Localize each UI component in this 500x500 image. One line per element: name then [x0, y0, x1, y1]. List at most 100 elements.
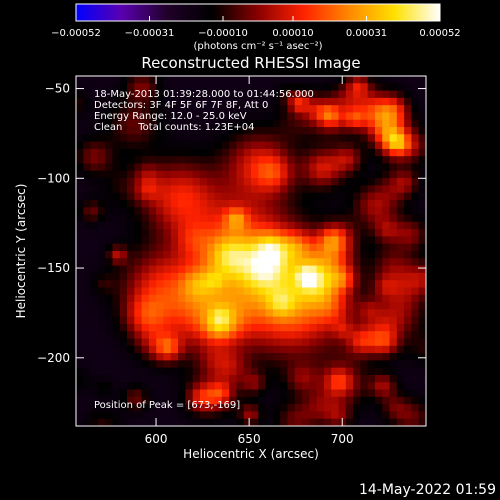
- heatmap-cell: [112, 90, 121, 99]
- heatmap-cell: [294, 243, 303, 252]
- heatmap-cell: [360, 287, 369, 296]
- heatmap-cell: [105, 148, 114, 157]
- heatmap-cell: [236, 353, 245, 361]
- heatmap-cell: [418, 251, 426, 259]
- heatmap-cell: [411, 105, 420, 114]
- heatmap-cell: [374, 90, 383, 99]
- heatmap-cell: [396, 418, 405, 426]
- heatmap-cell: [316, 76, 325, 84]
- heatmap-cell: [287, 192, 296, 201]
- heatmap-cell: [83, 119, 92, 128]
- heatmap-cell: [156, 170, 165, 179]
- heatmap-cell: [178, 396, 186, 405]
- heatmap-cell: [396, 134, 405, 143]
- heatmap-cell: [382, 127, 391, 135]
- heatmap-cell: [178, 243, 186, 252]
- heatmap-cell: [418, 411, 426, 420]
- heatmap-cell: [294, 221, 303, 230]
- heatmap-cell: [178, 302, 186, 310]
- heatmap-cell: [156, 163, 165, 172]
- heatmap-cell: [396, 185, 405, 194]
- heatmap-cell: [382, 90, 391, 99]
- heatmap-cell: [302, 90, 310, 99]
- heatmap-cell: [105, 345, 114, 354]
- heatmap-cell: [119, 345, 128, 354]
- heatmap-cell: [294, 265, 303, 274]
- heatmap-cell: [97, 316, 106, 325]
- heatmap-cell: [207, 156, 216, 165]
- heatmap-cell: [418, 141, 426, 150]
- heatmap-cell: [141, 396, 150, 405]
- heatmap-cell: [272, 396, 281, 405]
- heatmap-cell: [302, 243, 310, 252]
- heatmap-cell: [229, 382, 238, 391]
- heatmap-cell: [207, 418, 216, 426]
- heatmap-cell: [119, 418, 128, 426]
- heatmap-cell: [331, 105, 340, 114]
- heatmap-cell: [316, 229, 325, 238]
- heatmap-cell: [221, 119, 230, 128]
- heatmap-cell: [367, 360, 376, 369]
- heatmap-cell: [105, 404, 114, 413]
- heatmap-cell: [141, 156, 150, 165]
- heatmap-cell: [331, 265, 340, 274]
- heatmap-cell: [251, 338, 259, 347]
- heatmap-cell: [302, 316, 310, 325]
- heatmap-cell: [127, 192, 135, 201]
- heatmap-cell: [119, 83, 128, 92]
- heatmap-cell: [229, 265, 238, 274]
- heatmap-cell: [243, 192, 252, 201]
- heatmap-cell: [309, 294, 318, 303]
- heatmap-cell: [134, 199, 143, 208]
- heatmap-cell: [404, 119, 413, 128]
- heatmap-cell: [396, 404, 405, 413]
- heatmap-cell: [360, 389, 369, 398]
- heatmap-cell: [302, 134, 310, 143]
- heatmap-cell: [323, 192, 332, 201]
- heatmap-cell: [229, 141, 238, 150]
- heatmap-cell: [243, 272, 252, 281]
- heatmap-cell: [192, 178, 201, 186]
- heatmap-cell: [396, 214, 405, 223]
- heatmap-cell: [272, 280, 281, 289]
- heatmap-cell: [338, 338, 347, 347]
- heatmap-cell: [309, 199, 318, 208]
- heatmap-cell: [178, 214, 186, 223]
- heatmap-cell: [287, 287, 296, 296]
- heatmap-cell: [97, 83, 106, 92]
- heatmap-cell: [127, 411, 135, 420]
- heatmap-cell: [404, 251, 413, 259]
- heatmap-cell: [302, 323, 310, 332]
- heatmap-cell: [170, 404, 179, 413]
- heatmap-cell: [243, 148, 252, 157]
- heatmap-cell: [360, 105, 369, 114]
- heatmap-cell: [214, 316, 223, 325]
- heatmap-cell: [360, 316, 369, 325]
- heatmap-cell: [396, 272, 405, 281]
- heatmap-cell: [170, 134, 179, 143]
- heatmap-cell: [112, 207, 121, 216]
- heatmap-cell: [345, 119, 354, 128]
- heatmap-cell: [272, 112, 281, 121]
- heatmap-cell: [76, 97, 84, 106]
- heatmap-cell: [389, 280, 398, 289]
- heatmap-cell: [280, 258, 289, 267]
- heatmap-cell: [411, 418, 420, 426]
- heatmap-cell: [396, 258, 405, 267]
- heatmap-cell: [229, 178, 238, 186]
- heatmap-cell: [258, 389, 267, 398]
- heatmap-cell: [316, 119, 325, 128]
- heatmap-cell: [265, 294, 274, 303]
- heatmap-cell: [199, 287, 208, 296]
- heatmap-cell: [345, 163, 354, 172]
- heatmap-cell: [374, 148, 383, 157]
- heatmap-cell: [148, 90, 157, 99]
- heatmap-cell: [331, 251, 340, 259]
- heatmap-cell: [148, 199, 157, 208]
- heatmap-cell: [345, 316, 354, 325]
- heatmap-cell: [236, 338, 245, 347]
- heatmap-cell: [331, 134, 340, 143]
- heatmap-cell: [265, 367, 274, 376]
- heatmap-cell: [265, 353, 274, 361]
- heatmap-cell: [83, 302, 92, 310]
